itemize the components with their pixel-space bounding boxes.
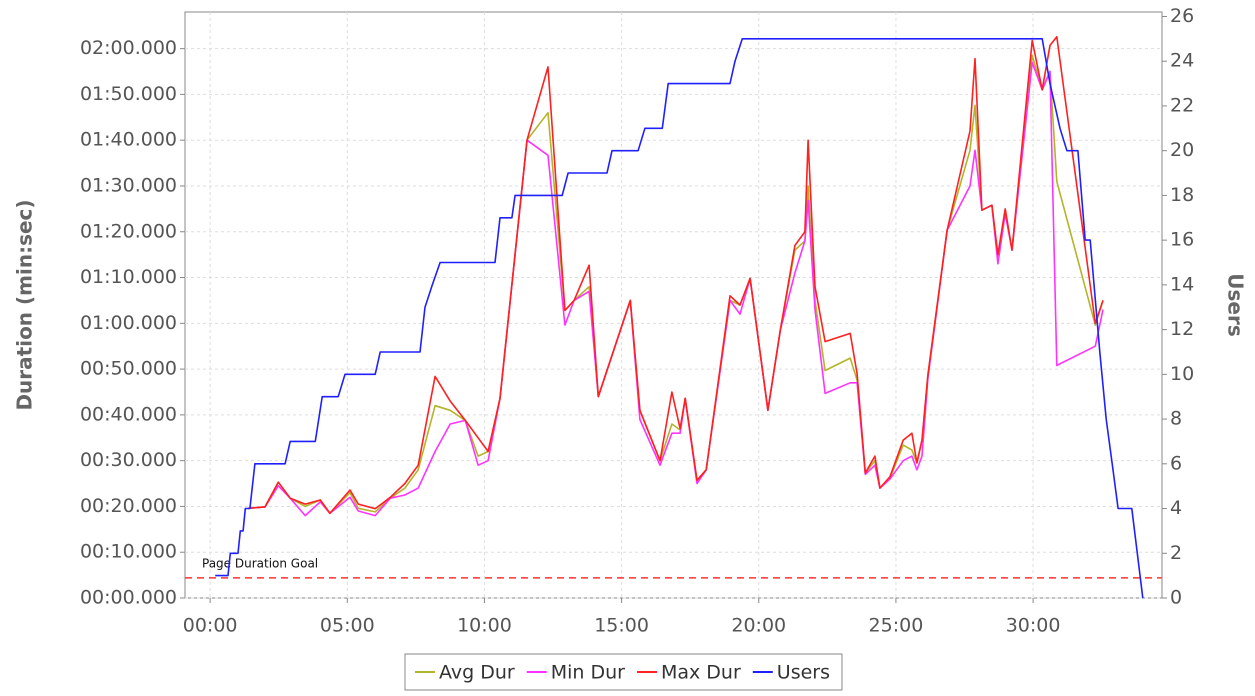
y2-tick-label: 20 xyxy=(1170,139,1194,161)
y-tick-label: 01:00.000 xyxy=(80,312,177,334)
legend-label: Avg Dur xyxy=(439,662,515,684)
y-tick-label: 02:00.000 xyxy=(80,37,177,59)
y-tick-label: 01:40.000 xyxy=(80,129,177,151)
y2-tick-label: 18 xyxy=(1170,184,1194,206)
y2-tick-label: 14 xyxy=(1170,273,1194,295)
x-tick-label: 20:00 xyxy=(731,615,786,637)
y2-tick-label: 12 xyxy=(1170,318,1194,340)
y-tick-label: 01:50.000 xyxy=(80,83,177,105)
legend: Avg Dur Min Dur Max Dur Users xyxy=(404,653,843,691)
legend-label: Users xyxy=(777,662,830,684)
y2-tick-label: 6 xyxy=(1170,452,1182,474)
y2-tick-label: 16 xyxy=(1170,229,1194,251)
y-tick-label: 01:10.000 xyxy=(80,266,177,288)
legend-label: Min Dur xyxy=(551,662,625,684)
y-tick-label: 00:00.000 xyxy=(80,587,177,609)
y-tick-label: 00:50.000 xyxy=(80,358,177,380)
y2-tick-label: 26 xyxy=(1170,5,1194,27)
y2-tick-label: 2 xyxy=(1170,542,1182,564)
y2-tick-label: 22 xyxy=(1170,94,1194,116)
x-tick-label: 25:00 xyxy=(869,615,924,637)
y-tick-label: 00:40.000 xyxy=(80,403,177,425)
y2-tick-label: 24 xyxy=(1170,50,1194,72)
x-tick-label: 00:00 xyxy=(183,615,238,637)
plot-area xyxy=(184,11,1163,599)
y2-tick-label: 4 xyxy=(1170,497,1182,519)
series-line xyxy=(215,38,1144,599)
y-tick-label: 00:10.000 xyxy=(80,541,177,563)
y2-tick-label: 0 xyxy=(1170,587,1182,609)
x-tick-label: 10:00 xyxy=(457,615,512,637)
y-tick-label: 01:30.000 xyxy=(80,174,177,196)
y2-axis-title: Users xyxy=(1224,273,1248,336)
series-line xyxy=(248,61,1104,517)
x-tick-label: 15:00 xyxy=(594,615,649,637)
series-line xyxy=(248,54,1104,515)
x-tick-label: 05:00 xyxy=(320,615,375,637)
series-line xyxy=(248,35,1104,515)
y-axis-title: Duration (min:sec) xyxy=(13,199,37,410)
y-tick-label: 01:20.000 xyxy=(80,220,177,242)
y2-tick-label: 8 xyxy=(1170,408,1182,430)
x-tick-label: 30:00 xyxy=(1006,615,1061,637)
y-tick-label: 00:30.000 xyxy=(80,449,177,471)
legend-label: Max Dur xyxy=(661,662,741,684)
y2-tick-label: 10 xyxy=(1170,363,1194,385)
goal-label: Page Duration Goal xyxy=(202,556,318,570)
y-tick-label: 00:20.000 xyxy=(80,495,177,517)
